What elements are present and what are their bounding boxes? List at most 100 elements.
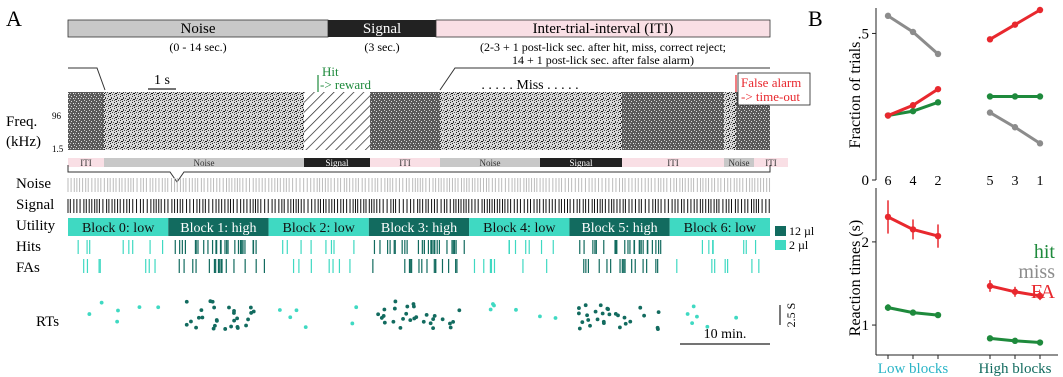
signal-phase-title: Signal: [363, 21, 401, 37]
legend-low-swatch: [775, 240, 786, 250]
rt-dot: [457, 308, 462, 313]
fa-label: False alarm: [741, 75, 801, 90]
rt-dot: [616, 313, 620, 318]
bracket-left: [68, 67, 106, 91]
rt-dot: [115, 319, 120, 324]
rt-dot: [277, 308, 282, 312]
rt-dot: [607, 312, 612, 317]
rt-dot: [229, 324, 234, 329]
rt-dot: [695, 314, 699, 319]
noise-phase-duration: (0 - 14 sec.): [169, 40, 226, 54]
rt-dot: [448, 325, 453, 330]
legend-miss: miss: [1018, 261, 1055, 283]
row-label-noise: Noise: [16, 176, 51, 192]
one-second-scale-label: 1 s: [154, 73, 170, 88]
rt-dot: [404, 311, 409, 316]
rt-dot: [685, 312, 690, 316]
trial-strip-label: ITI: [765, 158, 777, 168]
rt-dot: [492, 303, 496, 308]
row-label-hits: Hits: [16, 239, 41, 255]
rt-dot: [538, 314, 542, 319]
rt-dot: [405, 304, 410, 309]
rt-dot: [156, 305, 161, 310]
spectrogram: [68, 92, 770, 150]
rt-dot: [595, 317, 600, 322]
fas-raster: [83, 259, 760, 273]
rt-dot: [246, 317, 250, 322]
rt-dot: [600, 311, 605, 316]
rt-dot: [576, 311, 581, 316]
trial-strip-segment: [754, 158, 788, 167]
top-ylabel: Fraction of trials: [847, 42, 864, 149]
trial-strip-segment: [540, 158, 622, 167]
data-point-FA: [884, 213, 892, 221]
rt-dot: [412, 316, 417, 321]
signal-phase-bar: [328, 20, 436, 37]
rt-dot: [580, 320, 585, 325]
data-point-FA: [986, 282, 994, 290]
data-point-hit: [934, 311, 942, 319]
utility-block: [368, 218, 470, 236]
rt-dot: [235, 324, 240, 329]
rt-dot: [116, 308, 120, 313]
rt-dot: [514, 307, 518, 312]
row-label-rts: RTs: [36, 314, 59, 330]
rt-dot: [593, 309, 598, 314]
rt-dot: [448, 321, 452, 326]
rt-dot: [412, 304, 416, 309]
data-point-FA: [909, 102, 917, 109]
utility-block: [68, 218, 169, 236]
rt-dot: [393, 299, 398, 304]
rt-dot: [227, 305, 231, 310]
rt-dot: [734, 315, 739, 320]
rt-dot: [421, 319, 426, 324]
rt-dot: [601, 321, 606, 326]
rt-dot: [655, 325, 660, 330]
top-y-ticks: 0.5: [858, 26, 876, 189]
data-point-FA: [1036, 6, 1044, 14]
rt-dot: [184, 322, 189, 327]
panel-a-label: A: [6, 6, 22, 31]
trial-strip-label: Noise: [194, 158, 215, 168]
rt-dot: [288, 315, 293, 320]
legend-low-label: 2 µl: [789, 238, 809, 252]
y-tick-label: .5: [858, 26, 869, 42]
rt-dot: [248, 305, 253, 310]
rt-dot: [244, 323, 248, 328]
rt-dot: [440, 317, 445, 322]
trial-strip-label: Noise: [729, 158, 750, 168]
x-tick-label-top: 3: [1012, 174, 1019, 189]
rt-dot: [656, 310, 661, 315]
rt-dot: [211, 326, 216, 331]
utility-block: [469, 218, 570, 236]
rt-dot: [212, 323, 217, 328]
utility-block: [168, 218, 269, 236]
rt-dot: [424, 312, 429, 317]
hit-label: Hit: [322, 64, 339, 79]
hit-reward-label: -> reward: [320, 77, 371, 92]
rt-dot: [235, 316, 240, 321]
rt-dot: [642, 313, 647, 318]
rt-dot: [212, 305, 217, 310]
utility-block-label: Block 4: low: [483, 221, 556, 236]
rt-dot: [432, 313, 437, 318]
rt-dot: [428, 321, 433, 326]
fa-timeout-label: -> time-out: [741, 89, 800, 104]
row-label-fas: FAs: [16, 260, 40, 276]
data-point-hit: [1036, 93, 1044, 100]
data-point-hit: [986, 335, 994, 342]
rt-dot: [196, 315, 201, 320]
rt-dot: [184, 299, 189, 304]
trial-strip-segment: [622, 158, 724, 167]
trial-strip-segment: [370, 158, 440, 167]
row-label-signal: Signal: [16, 197, 54, 213]
legend-hit: hit: [1034, 241, 1056, 263]
legend-fa: FA: [1031, 281, 1056, 303]
fraction-chart: [884, 6, 1044, 147]
data-point-hit: [909, 107, 917, 115]
rt-dot: [391, 319, 396, 324]
miss-label: . . . . . Miss . . . . .: [481, 78, 578, 93]
rt-dot: [199, 308, 204, 313]
panel-b-label: B: [808, 6, 823, 31]
